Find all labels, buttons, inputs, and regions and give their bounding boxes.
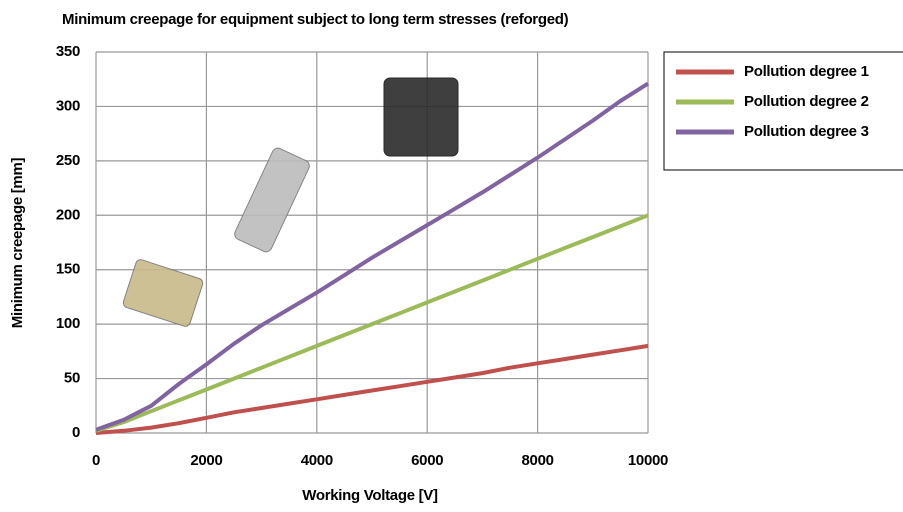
chart-title: Minimum creepage for equipment subject t… xyxy=(62,11,569,28)
x-tick-label: 2000 xyxy=(190,452,222,469)
x-tick-label: 4000 xyxy=(301,452,333,469)
legend-label: Pollution degree 1 xyxy=(744,63,869,80)
chart: Minimum creepage for equipment subject t… xyxy=(0,0,903,512)
decorative-components xyxy=(122,78,458,328)
y-tick-label: 50 xyxy=(64,370,80,387)
x-tick-label: 10000 xyxy=(628,452,668,469)
x-axis-title: Working Voltage [V] xyxy=(302,487,438,504)
x-tick-label: 8000 xyxy=(522,452,554,469)
series-line xyxy=(96,84,648,430)
y-tick-label: 250 xyxy=(56,152,80,169)
grid xyxy=(96,52,648,433)
y-axis-title: Minimum creepage [mm] xyxy=(9,157,26,328)
y-tick-label: 350 xyxy=(56,43,80,60)
y-tick-label: 100 xyxy=(56,315,80,332)
y-tick-label: 0 xyxy=(72,424,80,441)
y-tick-label: 150 xyxy=(56,261,80,278)
x-tick-label: 0 xyxy=(92,452,100,469)
legend-label: Pollution degree 3 xyxy=(744,123,869,140)
series-line xyxy=(96,346,648,433)
x-tick-label: 6000 xyxy=(411,452,443,469)
y-tick-label: 200 xyxy=(56,206,80,223)
y-tick-label: 300 xyxy=(56,97,80,114)
legend-label: Pollution degree 2 xyxy=(744,93,869,110)
